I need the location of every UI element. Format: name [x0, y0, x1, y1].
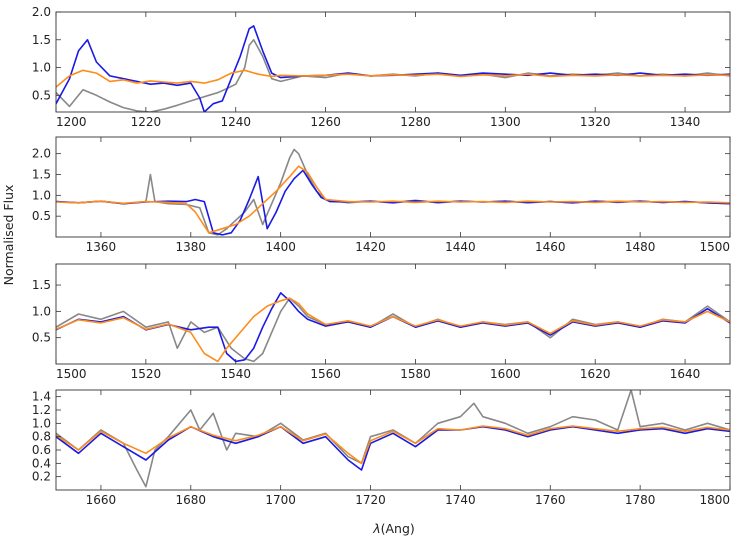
- y-axis-title: Normalised Flux: [1, 185, 16, 286]
- panel-2-frame: [55, 136, 731, 238]
- x-tick-label: 1580: [400, 367, 431, 381]
- panel-3-series-2: [56, 292, 730, 363]
- panel-2-series-1: [56, 148, 730, 236]
- panel-3-series-1: [56, 297, 730, 363]
- x-tick-label: 1520: [131, 367, 162, 381]
- panel-1-frame: [55, 11, 731, 113]
- x-tick-label: 1480: [625, 240, 656, 254]
- panel-4-plot-area: [56, 390, 730, 488]
- y-tick-label: 1.0: [32, 416, 51, 430]
- y-tick-label: 1.2: [32, 403, 51, 417]
- y-tick-label: 1.0: [32, 304, 51, 318]
- x-tick-label: 1340: [670, 115, 701, 129]
- panel-4-frame: [55, 389, 731, 491]
- x-tick-label: 1760: [535, 493, 566, 507]
- x-tick-label: 1500: [699, 240, 730, 254]
- x-tick-label: 1320: [580, 115, 611, 129]
- x-tick-label: 1560: [310, 367, 341, 381]
- panel-1-plot-area: [56, 25, 730, 112]
- x-tick-label: 1400: [265, 240, 296, 254]
- x-tick-label: 1380: [176, 240, 207, 254]
- y-tick-label: 1.5: [32, 33, 51, 47]
- panel-2-series-3: [56, 165, 730, 234]
- panel-1-series-2: [56, 25, 730, 112]
- y-tick-label: 0.4: [32, 456, 51, 470]
- x-tick-label: 1200: [56, 115, 87, 129]
- x-axis-title-unit: (Ang): [381, 521, 415, 536]
- x-tick-label: 1680: [176, 493, 207, 507]
- x-tick-label: 1600: [490, 367, 521, 381]
- y-tick-label: 0.2: [32, 470, 51, 484]
- panel-3-plot-area: [56, 292, 730, 363]
- panel-4-series-2: [56, 425, 730, 471]
- y-tick-label: 0.8: [32, 430, 51, 444]
- x-tick-label: 1220: [131, 115, 162, 129]
- y-tick-label: 1.5: [32, 278, 51, 292]
- y-tick-label: 2.0: [32, 5, 51, 19]
- panel-4-series-1: [56, 390, 730, 488]
- panels: 1200 1220 1240 1260 1280 1300 1320 13400.51.01.…: [32, 5, 731, 507]
- panel-2-plot-area: [56, 148, 730, 236]
- panel-4-series-3: [56, 425, 730, 465]
- y-tick-label: 0.6: [32, 443, 51, 457]
- x-tick-label: 1740: [445, 493, 476, 507]
- x-tick-label: 1280: [400, 115, 431, 129]
- x-tick-label: 1240: [220, 115, 251, 129]
- y-tick-label: 0.5: [32, 331, 51, 345]
- x-tick-label: 1780: [625, 493, 656, 507]
- y-tick-label: 1.0: [32, 61, 51, 75]
- x-tick-label: 1800: [699, 493, 730, 507]
- x-tick-label: 1660: [86, 493, 117, 507]
- y-tick-label: 1.5: [32, 168, 51, 182]
- x-tick-label: 1420: [355, 240, 386, 254]
- panel-1-series-3: [56, 69, 730, 88]
- panel-3-frame: [55, 263, 731, 365]
- panel-3-series-3: [56, 297, 730, 363]
- x-tick-label: 1640: [670, 367, 701, 381]
- x-tick-label: 1620: [580, 367, 611, 381]
- y-tick-label: 1.0: [32, 188, 51, 202]
- panel-4: 1660 1680 1700 1720 1740 1760 1780 18000.20.40.…: [32, 389, 731, 507]
- panel-1: 1200 1220 1240 1260 1280 1300 1320 1340 0.5 1.0 1.…: [32, 5, 731, 129]
- x-tick-label: 1460: [535, 240, 566, 254]
- x-tick-label: 1720: [355, 493, 386, 507]
- x-tick-label: 1700: [265, 493, 296, 507]
- x-tick-label: 1260: [310, 115, 341, 129]
- x-tick-label: 1500: [56, 367, 87, 381]
- x-tick-label: 1440: [445, 240, 476, 254]
- panel-2: 1360 1380 1400 1420 1440 1460 1480 1500 0.5 1.0 1.…: [32, 136, 731, 254]
- y-tick-label: 0.5: [32, 209, 51, 223]
- x-axis-title: λ(Ang): [372, 521, 415, 536]
- panel-3: 1500 1520 1540 1560 1580 1600 1620 1640 0.5 1.0 1.…: [32, 263, 731, 381]
- y-tick-label: 1.4: [32, 390, 51, 404]
- x-tick-label: 1360: [86, 240, 117, 254]
- y-tick-label: 2.0: [32, 147, 51, 161]
- x-tick-label: 1300: [490, 115, 521, 129]
- x-axis-title-symbol: λ: [372, 521, 380, 536]
- x-tick-label: 1540: [220, 367, 251, 381]
- y-tick-label: 0.5: [32, 88, 51, 102]
